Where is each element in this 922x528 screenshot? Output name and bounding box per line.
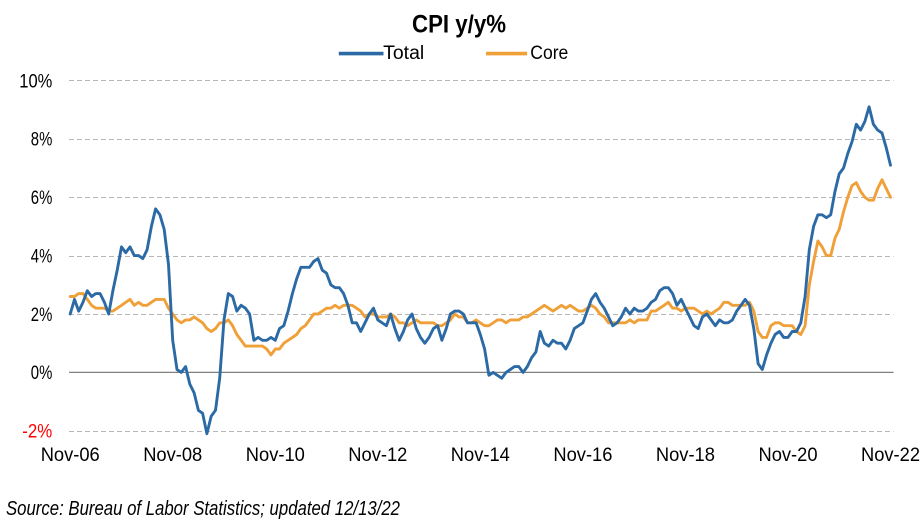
svg-text:Nov-08: Nov-08	[143, 445, 202, 466]
svg-text:Nov-14: Nov-14	[451, 445, 510, 466]
svg-text:Nov-10: Nov-10	[246, 445, 305, 466]
svg-text:Nov-06: Nov-06	[41, 445, 100, 466]
svg-text:CPI y/y%: CPI y/y%	[412, 11, 506, 39]
svg-text:Source: Bureau of Labor Statis: Source: Bureau of Labor Statistics; upda…	[6, 498, 400, 520]
svg-text:0%: 0%	[31, 363, 53, 384]
svg-text:Nov-22: Nov-22	[861, 445, 920, 466]
svg-text:4%: 4%	[31, 246, 53, 267]
svg-text:Total: Total	[383, 43, 424, 64]
svg-text:-2%: -2%	[22, 422, 52, 443]
svg-text:Nov-16: Nov-16	[553, 445, 612, 466]
svg-text:6%: 6%	[31, 188, 53, 209]
svg-text:Nov-18: Nov-18	[656, 445, 715, 466]
svg-text:8%: 8%	[31, 130, 53, 151]
svg-text:Core: Core	[530, 43, 568, 64]
svg-text:Nov-20: Nov-20	[759, 445, 818, 466]
svg-text:10%: 10%	[19, 71, 52, 92]
svg-text:Nov-12: Nov-12	[348, 445, 407, 466]
svg-text:2%: 2%	[31, 305, 53, 326]
